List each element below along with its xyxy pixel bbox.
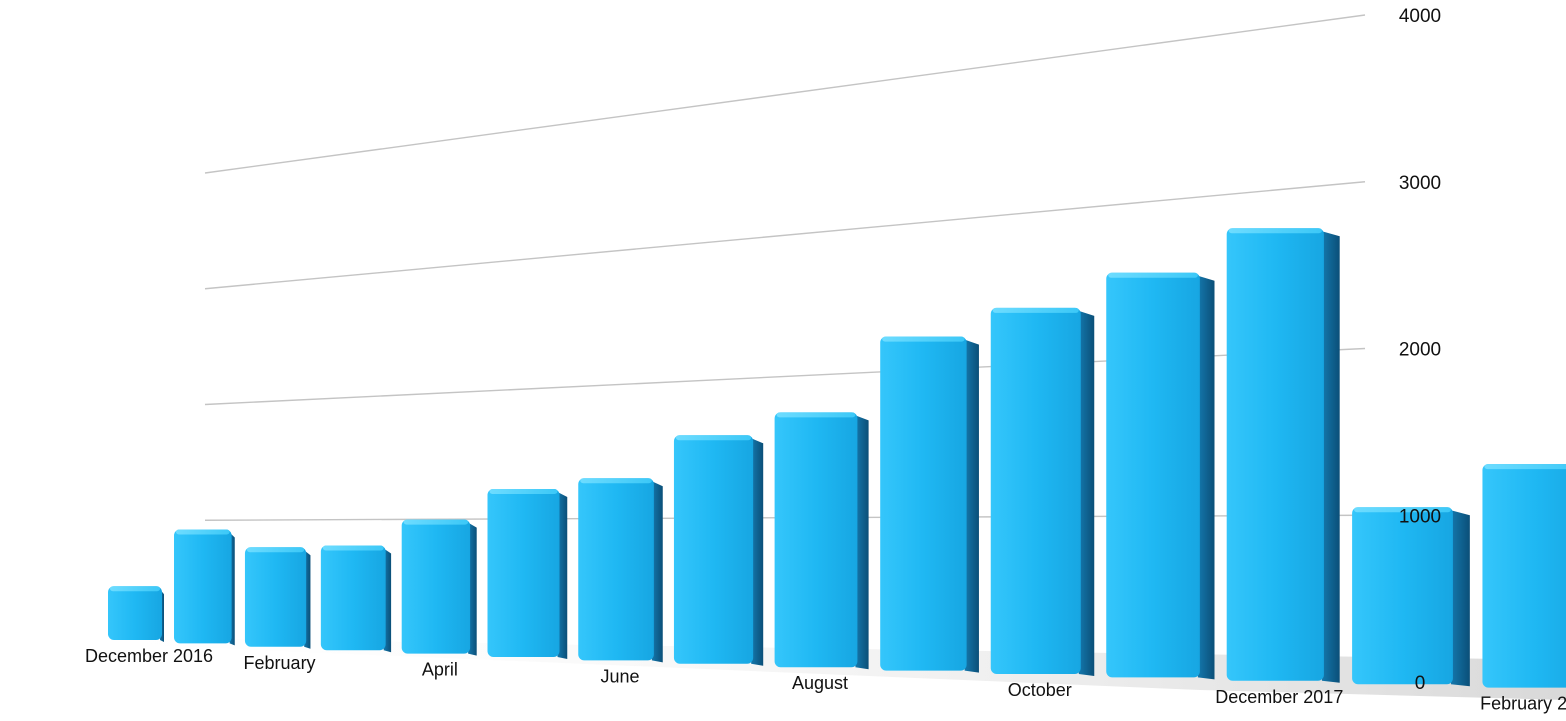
- bar-top: [489, 488, 558, 494]
- bar: [244, 547, 311, 649]
- bar-front: [673, 435, 754, 664]
- y-axis-tick-labels: 0 1000 2000 3000 4000: [1399, 6, 1441, 694]
- bar-side: [1078, 310, 1095, 676]
- bar-front: [174, 529, 232, 644]
- bar-top: [1354, 507, 1451, 513]
- bar-top: [110, 586, 160, 592]
- bar: [1482, 464, 1566, 688]
- bar-side: [1197, 275, 1215, 680]
- bar-top: [176, 529, 230, 535]
- bar: [990, 307, 1095, 676]
- bar: [401, 519, 477, 656]
- bars: [108, 228, 1566, 688]
- bar-front: [1106, 272, 1200, 678]
- bar-front: [880, 336, 967, 671]
- bar-front: [990, 307, 1081, 674]
- bar: [673, 435, 764, 666]
- y-tick-label: 3000: [1399, 173, 1441, 194]
- bar-top: [1228, 228, 1322, 234]
- bar-front: [1226, 228, 1324, 681]
- y-tick-label: 0: [1415, 673, 1426, 694]
- bar-top: [882, 336, 965, 342]
- bar-front: [487, 488, 560, 657]
- bar-top: [1108, 272, 1198, 278]
- x-tick-label: February: [244, 653, 316, 673]
- bar-top: [580, 478, 652, 484]
- bar-top: [246, 547, 305, 553]
- bar-front: [244, 547, 307, 647]
- bar-top: [1484, 464, 1566, 470]
- bar: [108, 586, 164, 642]
- bar-top: [322, 545, 384, 551]
- bar-top: [675, 435, 752, 441]
- bar-side: [1450, 510, 1470, 687]
- bar: [1352, 507, 1470, 687]
- x-tick-label: June: [601, 666, 640, 686]
- bar-side: [651, 481, 663, 663]
- bar-front: [108, 586, 162, 640]
- y-tick-label: 1000: [1399, 506, 1441, 527]
- bar: [774, 412, 869, 670]
- bar-front: [320, 545, 386, 651]
- bar: [880, 336, 979, 673]
- bar: [487, 488, 568, 659]
- bar: [578, 478, 663, 663]
- bar: [1226, 228, 1340, 683]
- bar-side: [964, 339, 979, 673]
- bar-side: [468, 522, 477, 656]
- gridline-4000: [204, 14, 1366, 174]
- x-tick-label: April: [422, 660, 458, 680]
- x-tick-label: December 2016: [85, 646, 213, 666]
- x-tick-label: February 2018: [1480, 694, 1566, 714]
- bar-front: [401, 519, 471, 654]
- x-tick-label: December 2017: [1215, 687, 1343, 707]
- bar: [320, 545, 392, 653]
- bar-top: [776, 412, 856, 418]
- y-tick-label: 2000: [1399, 340, 1441, 361]
- bar-side: [855, 415, 869, 670]
- y-tick-label: 4000: [1399, 6, 1441, 27]
- bar-side: [751, 438, 764, 666]
- bar: [1106, 272, 1215, 680]
- x-tick-label: October: [1008, 680, 1072, 700]
- x-axis-category-labels: December 2016 February April June August Octo…: [85, 646, 1566, 714]
- bar-front: [774, 412, 858, 668]
- gridline-3000: [204, 181, 1366, 290]
- bar-side: [557, 491, 568, 659]
- bar: [174, 529, 235, 646]
- bar-side: [1321, 231, 1340, 683]
- bar-front: [1352, 507, 1453, 685]
- bar-front: [1482, 464, 1566, 688]
- bar-top: [992, 307, 1079, 313]
- bar-top: [403, 519, 469, 525]
- bar-front: [578, 478, 654, 661]
- x-tick-label: August: [792, 673, 848, 693]
